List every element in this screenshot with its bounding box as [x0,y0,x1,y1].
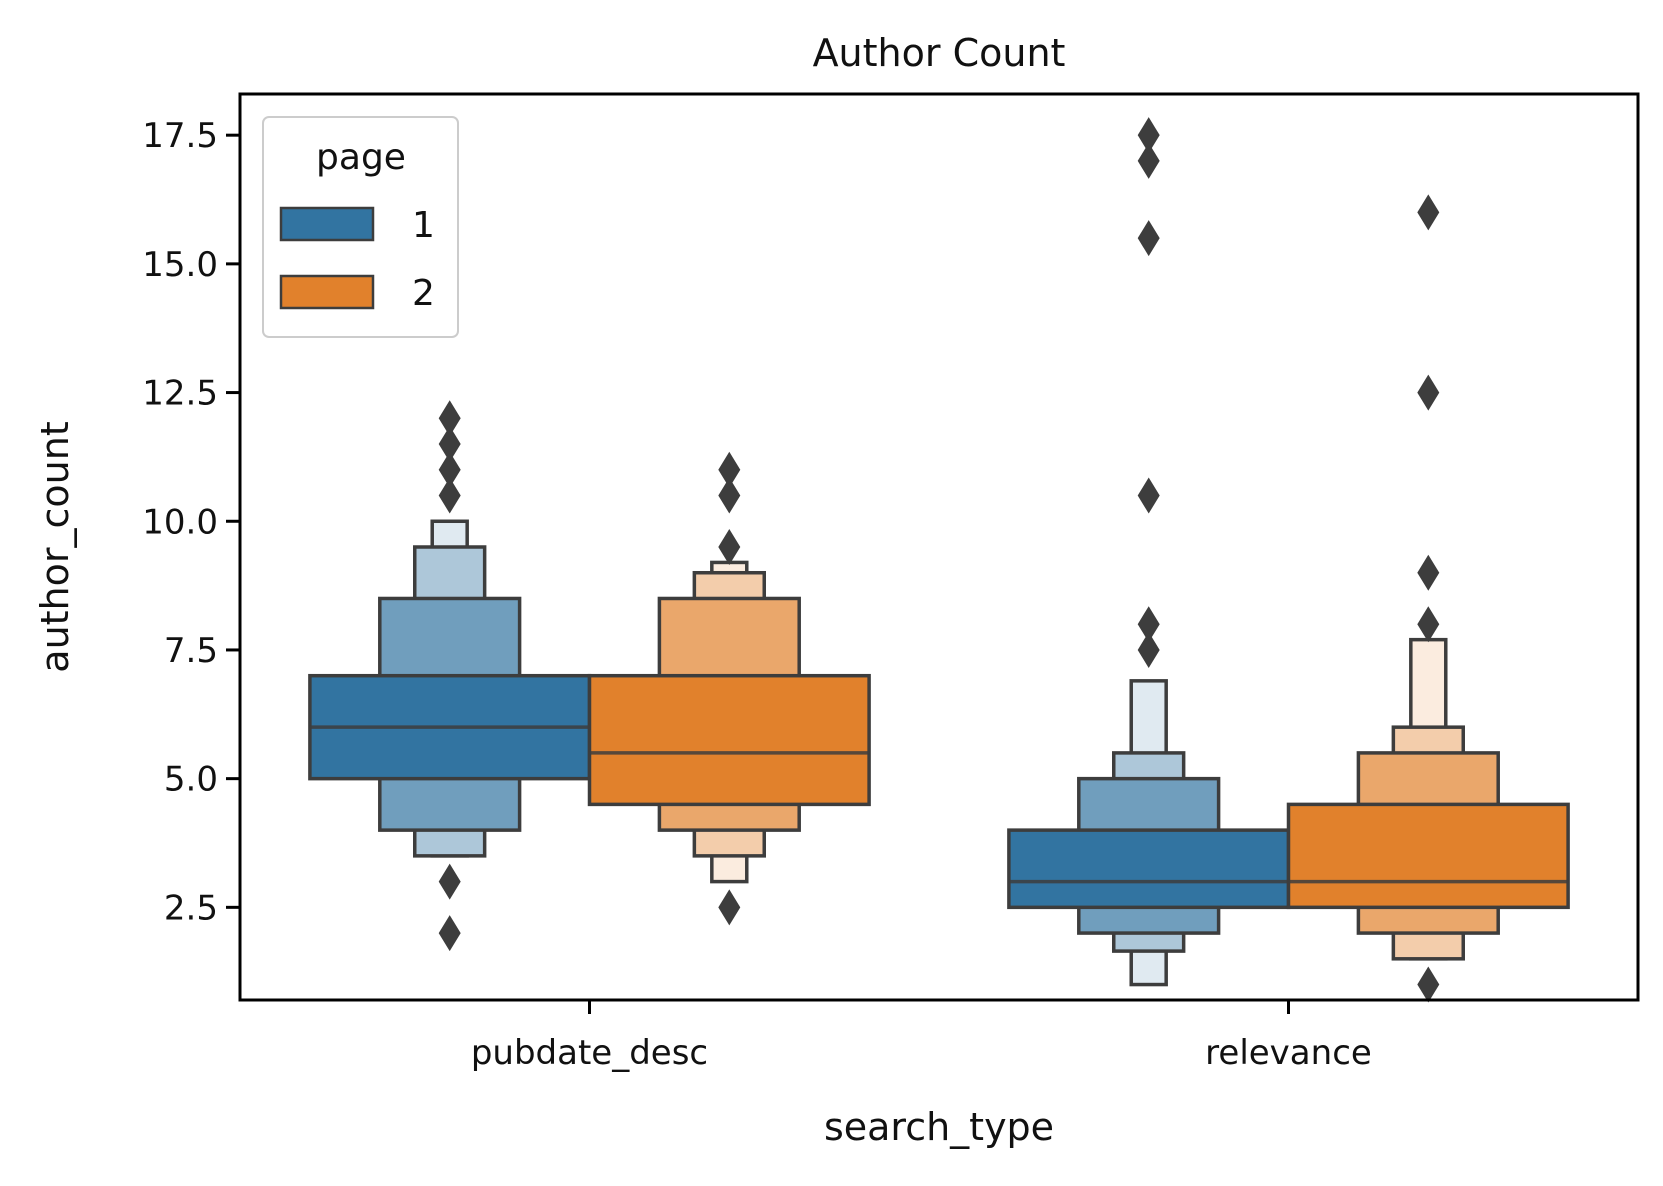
boxen-group [1286,194,1570,1003]
outlier-point [1417,606,1440,643]
y-tick-label: 17.5 [142,116,218,156]
y-axis-label: author_count [33,421,77,672]
x-tick-label: pubdate_desc [471,1033,708,1073]
legend-item: 1 [279,205,435,246]
chart-title: Author Count [813,31,1066,75]
outlier-point [438,915,461,952]
x-tick-label: relevance [1205,1033,1372,1073]
outlier-point [438,863,461,900]
legend-label: 2 [412,273,435,314]
outlier-point [438,400,461,437]
x-axis-label: search_type [824,1105,1054,1149]
outlier-point [1417,966,1440,1003]
x-axis: pubdate_desc relevance [471,1000,1372,1073]
y-tick-label: 7.5 [164,631,218,671]
outlier-point [718,889,741,926]
legend-swatch [279,274,375,310]
legend-swatch [279,206,375,242]
outlier-point [438,426,461,463]
y-tick-label: 15.0 [142,245,218,285]
outlier-point [1137,142,1160,179]
outlier-point [1137,606,1160,643]
outlier-point [438,451,461,488]
outlier-point [718,477,741,514]
y-tick-label: 10.0 [142,502,218,542]
boxen-group [587,451,871,926]
y-tick-label: 12.5 [142,374,218,414]
boxen-box [1286,802,1570,910]
boxen-box [1007,828,1291,910]
outlier-point [1137,631,1160,668]
y-tick-label: 2.5 [164,888,218,928]
outlier-point [1137,220,1160,257]
y-tick-label: 5.0 [164,760,218,800]
outlier-point [1417,194,1440,231]
legend-title: page [316,137,406,178]
boxen-box [587,673,871,807]
outlier-point [438,477,461,514]
outlier-point [1417,554,1440,591]
marks-layer [308,117,1570,1003]
y-axis: 2.5 5.0 7.5 10.0 12.5 15.0 17.5 [142,116,240,928]
boxen-group [308,400,592,952]
legend: page 1 2 [262,116,459,338]
legend-item: 2 [279,273,435,314]
plot-frame [238,92,1640,1002]
outlier-point [718,451,741,488]
legend-label: 1 [412,205,435,246]
outlier-point [1137,117,1160,154]
boxen-group [1007,117,1291,987]
outlier-point [1137,477,1160,514]
outlier-point [718,529,741,565]
outlier-point [1417,374,1440,411]
